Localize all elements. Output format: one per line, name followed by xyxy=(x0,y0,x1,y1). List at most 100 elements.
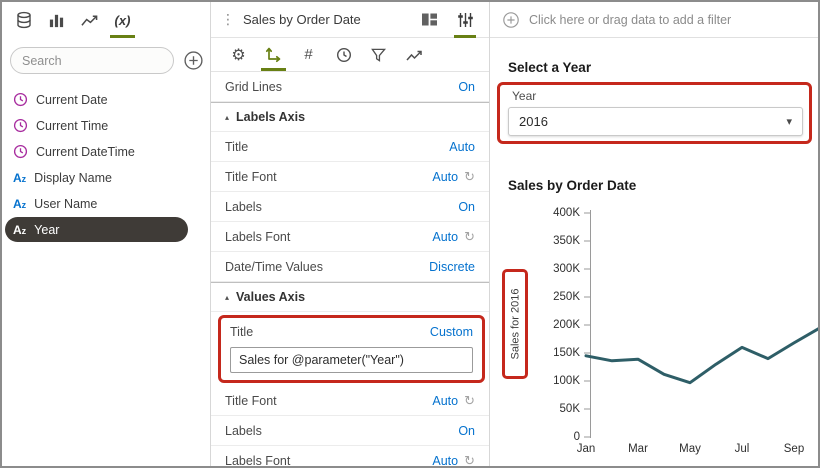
property-label: Labels Font xyxy=(225,229,291,244)
property-value[interactable]: Auto xyxy=(449,139,475,154)
canvas-body: Select a Year Year 2016 ▾ Sales by Order… xyxy=(490,38,818,466)
list-item-user-name[interactable]: Az User Name xyxy=(5,191,188,216)
filter-bar[interactable]: Click here or drag data to add a filter xyxy=(490,2,818,38)
parameter-list: Current Date Current Time Current DateTi… xyxy=(2,87,210,242)
property-value[interactable]: Auto ↻ xyxy=(432,169,475,185)
property-label: Labels xyxy=(225,199,262,214)
section-title: Values Axis xyxy=(236,290,306,304)
collapse-caret-icon: ▴ xyxy=(225,292,230,302)
add-circle-icon xyxy=(183,50,204,71)
section-title: Labels Axis xyxy=(236,110,306,124)
parameters-icon: (x) xyxy=(114,12,131,28)
dashboard-heading: Select a Year xyxy=(508,60,592,75)
bar-chart-icon xyxy=(48,12,65,29)
list-item-year[interactable]: Az Year xyxy=(5,217,188,242)
gear-icon: ⚙ xyxy=(231,46,246,64)
annotation-box-y-axis-title: Sales for 2016 xyxy=(502,269,528,379)
clock-icon xyxy=(336,47,352,63)
parameter-label: Current DateTime xyxy=(36,144,135,159)
layout-grid-icon xyxy=(421,12,438,27)
trend-icon xyxy=(405,47,423,63)
list-item-current-datetime[interactable]: Current DateTime xyxy=(5,139,188,164)
year-dropdown-value: 2016 xyxy=(519,114,548,129)
text-parameter-icon: Az xyxy=(13,196,27,211)
search-input[interactable] xyxy=(22,53,162,68)
add-filter-icon xyxy=(502,11,520,29)
tab-analytics-trend[interactable] xyxy=(396,38,431,71)
reset-icon[interactable]: ↻ xyxy=(464,168,475,184)
tab-data[interactable] xyxy=(7,2,40,38)
reset-icon[interactable]: ↻ xyxy=(464,228,475,244)
property-label: Title xyxy=(225,139,249,154)
tab-values[interactable]: # xyxy=(291,38,326,71)
tab-filter[interactable] xyxy=(361,38,396,71)
properties-panel: ⋮ Sales by Order Date ⚙ xyxy=(211,2,490,466)
properties-sliders-icon xyxy=(457,12,474,28)
datetime-parameter-icon xyxy=(13,118,28,133)
property-value[interactable]: Custom xyxy=(429,325,473,339)
property-label: Title Font xyxy=(225,393,277,408)
tab-axis[interactable] xyxy=(256,38,291,71)
reset-icon[interactable]: ↻ xyxy=(464,392,475,408)
add-parameter-button[interactable] xyxy=(183,50,204,71)
properties-header: ⋮ Sales by Order Date xyxy=(211,2,489,38)
search-box[interactable] xyxy=(10,47,174,74)
property-label: Labels xyxy=(225,423,262,438)
trend-line-icon xyxy=(80,12,99,29)
property-label: Labels Font xyxy=(225,453,291,468)
filter-bar-text: Click here or drag data to add a filter xyxy=(529,12,732,27)
list-item-display-name[interactable]: Az Display Name xyxy=(5,165,188,190)
hash-icon: # xyxy=(304,46,313,63)
collapse-caret-icon: ▴ xyxy=(225,112,230,122)
left-panel-tabs: (x) xyxy=(2,2,210,38)
datetime-parameter-icon xyxy=(13,92,28,107)
property-value[interactable]: Discrete xyxy=(429,259,475,274)
property-label: Title Font xyxy=(225,169,277,184)
property-row-values-labels-font: Labels Font Auto ↻ xyxy=(211,446,489,468)
section-labels-axis[interactable]: ▴ Labels Axis xyxy=(211,102,489,132)
property-value[interactable]: Auto ↻ xyxy=(432,393,475,409)
chevron-down-icon: ▾ xyxy=(786,116,792,128)
property-label: Date/Time Values xyxy=(225,259,323,274)
drag-handle-icon[interactable]: ⋮ xyxy=(221,11,235,27)
tab-visualizations[interactable] xyxy=(40,2,73,38)
data-panel: (x) Current Date xyxy=(2,2,211,466)
property-value[interactable]: On xyxy=(458,199,475,214)
viz-grammar-tab[interactable] xyxy=(415,2,443,38)
axis-title-input[interactable] xyxy=(230,347,473,373)
property-row-title-font: Title Font Auto ↻ xyxy=(211,162,489,192)
parameter-label: Current Time xyxy=(36,118,109,133)
list-item-current-time[interactable]: Current Time xyxy=(5,113,188,138)
section-values-axis[interactable]: ▴ Values Axis xyxy=(211,282,489,312)
property-value[interactable]: On xyxy=(458,423,475,438)
annotation-box-year-filter: Year 2016 ▾ xyxy=(497,82,812,144)
year-dropdown[interactable]: 2016 ▾ xyxy=(508,107,803,136)
tab-analytics[interactable] xyxy=(73,2,106,38)
list-item-current-date[interactable]: Current Date xyxy=(5,87,188,112)
tab-parameters[interactable]: (x) xyxy=(106,2,139,38)
sales-line-chart-svg[interactable] xyxy=(490,198,818,466)
properties-tab-strip: ⚙ # xyxy=(211,38,489,72)
parameter-label: User Name xyxy=(34,196,98,211)
property-value[interactable]: On xyxy=(458,79,475,94)
property-value-text: Auto xyxy=(432,169,459,184)
tab-datetime[interactable] xyxy=(326,38,361,71)
property-value[interactable]: Auto ↻ xyxy=(432,452,475,468)
tab-general[interactable]: ⚙ xyxy=(221,38,256,71)
viz-title: Sales by Order Date xyxy=(508,178,637,193)
property-row-values-title: Title Custom xyxy=(221,318,482,346)
property-value-text: Auto xyxy=(432,229,459,244)
property-label: Grid Lines xyxy=(225,79,282,94)
property-row-datetime-values: Date/Time Values Discrete xyxy=(211,252,489,282)
text-parameter-icon: Az xyxy=(13,170,27,185)
viz-properties-tab[interactable] xyxy=(451,2,479,38)
line-chart: 400K 350K 300K 250K 200K 150K 100K 50K 0 Jan Mar M… xyxy=(490,198,818,466)
reset-icon[interactable]: ↻ xyxy=(464,452,475,468)
datetime-parameter-icon xyxy=(13,144,28,159)
property-row-grid-lines: Grid Lines On xyxy=(211,72,489,102)
property-label: Title xyxy=(230,325,254,339)
property-value[interactable]: Auto ↻ xyxy=(432,229,475,245)
property-row-labels: Labels On xyxy=(211,192,489,222)
property-row-title: Title Auto xyxy=(211,132,489,162)
